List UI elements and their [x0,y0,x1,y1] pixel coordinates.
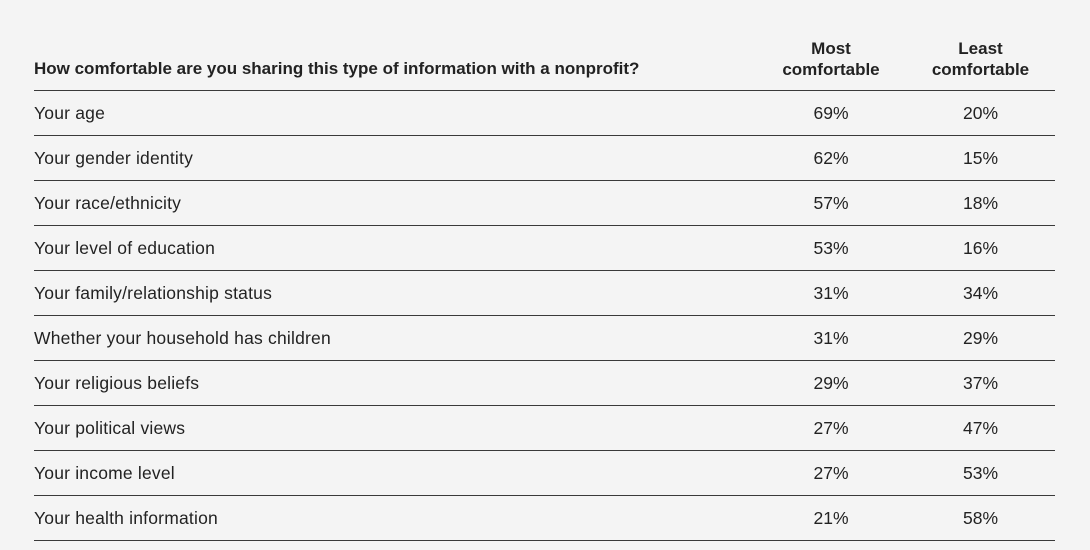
row-label: Your political views [34,405,756,451]
row-label: Your level of education [34,225,756,271]
row-label: Your race/ethnicity [34,180,756,226]
row-label: Your family/relationship status [34,270,756,316]
table-row: Your income level 27% 53% [34,450,1055,496]
table-row: Your gender identity 62% 15% [34,135,1055,181]
table-header: How comfortable are you sharing this typ… [34,0,1055,91]
most-comfortable-header: Most comfortable [756,0,906,91]
header-row: How comfortable are you sharing this typ… [34,0,1055,91]
comfort-table-container: How comfortable are you sharing this typ… [34,0,1055,541]
least-header-line-2: comfortable [931,60,1030,79]
least-comfortable-header: Least comfortable [906,0,1055,91]
most-comfortable-value: 27% [756,450,906,496]
table-row: Your level of education 53% 16% [34,225,1055,271]
question-header: How comfortable are you sharing this typ… [34,0,756,91]
most-comfortable-value: 62% [756,135,906,181]
table-row: Your health information 21% 58% [34,495,1055,541]
most-header-line-2: comfortable [782,60,880,79]
table-row: Your race/ethnicity 57% 18% [34,180,1055,226]
row-label: Your health information [34,495,756,541]
most-comfortable-value: 31% [756,315,906,361]
row-label: Your religious beliefs [34,360,756,406]
row-label: Whether your household has children [34,315,756,361]
table-row: Your political views 27% 47% [34,405,1055,451]
least-comfortable-value: 29% [906,315,1055,361]
comfort-table: How comfortable are you sharing this typ… [34,0,1055,541]
most-header-line-1: Most [811,39,851,58]
least-comfortable-value: 34% [906,270,1055,316]
least-comfortable-value: 15% [906,135,1055,181]
table-row: Your religious beliefs 29% 37% [34,360,1055,406]
least-comfortable-value: 58% [906,495,1055,541]
least-comfortable-value: 16% [906,225,1055,271]
table-row: Your family/relationship status 31% 34% [34,270,1055,316]
most-comfortable-value: 53% [756,225,906,271]
most-comfortable-value: 31% [756,270,906,316]
least-comfortable-value: 18% [906,180,1055,226]
least-comfortable-value: 53% [906,450,1055,496]
most-comfortable-value: 29% [756,360,906,406]
most-comfortable-value: 21% [756,495,906,541]
most-comfortable-value: 57% [756,180,906,226]
least-comfortable-value: 47% [906,405,1055,451]
most-comfortable-value: 27% [756,405,906,451]
row-label: Your income level [34,450,756,496]
table-row: Whether your household has children 31% … [34,315,1055,361]
least-header-line-1: Least [958,39,1003,58]
table-body: Your age 69% 20% Your gender identity 62… [34,90,1055,541]
least-comfortable-value: 20% [906,90,1055,136]
table-row: Your age 69% 20% [34,90,1055,136]
least-comfortable-value: 37% [906,360,1055,406]
row-label: Your gender identity [34,135,756,181]
row-label: Your age [34,90,756,136]
most-comfortable-value: 69% [756,90,906,136]
